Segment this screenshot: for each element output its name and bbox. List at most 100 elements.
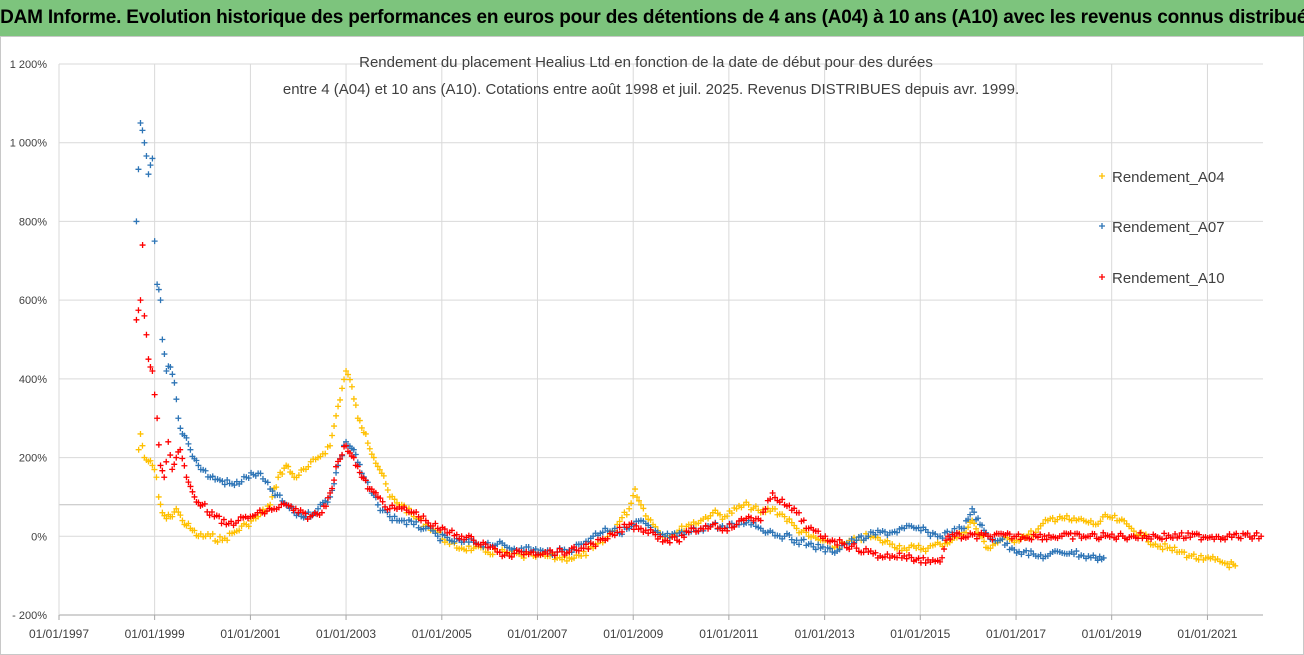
series-marker xyxy=(836,546,843,553)
series-marker xyxy=(728,510,735,517)
series-marker xyxy=(177,512,184,519)
series-marker xyxy=(896,550,903,557)
series-marker xyxy=(971,531,978,538)
series-marker xyxy=(276,492,283,499)
data-point xyxy=(769,489,776,496)
data-point xyxy=(154,281,161,288)
series-marker xyxy=(451,538,458,545)
series-marker xyxy=(1011,546,1018,553)
series-marker xyxy=(748,514,755,521)
data-point xyxy=(173,454,180,461)
data-point xyxy=(434,533,441,540)
series-marker xyxy=(341,376,348,383)
series-Rendement_A07 xyxy=(133,120,1107,564)
series-marker xyxy=(819,543,826,550)
series-marker xyxy=(208,508,215,515)
data-point xyxy=(327,442,334,449)
series-marker xyxy=(143,331,150,338)
series-marker xyxy=(1161,540,1168,547)
series-marker xyxy=(420,513,427,520)
series-marker xyxy=(236,527,243,534)
data-point xyxy=(161,474,168,481)
series-marker xyxy=(917,527,924,534)
chart-legend: Rendement_A04 Rendement_A07 Rendement_A10 xyxy=(1099,169,1225,287)
x-tick-label: 01/01/2007 xyxy=(507,627,567,641)
data-point xyxy=(163,367,170,374)
data-point xyxy=(865,533,872,540)
series-marker xyxy=(432,520,439,527)
data-point xyxy=(685,529,692,536)
series-marker xyxy=(1049,514,1056,521)
x-tick-label: 01/01/2005 xyxy=(412,627,472,641)
series-marker xyxy=(352,402,359,409)
series-marker xyxy=(927,533,934,540)
series-marker xyxy=(264,479,271,486)
series-marker xyxy=(224,477,231,484)
series-marker xyxy=(372,460,379,467)
series-marker xyxy=(161,351,168,358)
data-point xyxy=(853,545,860,552)
series-marker xyxy=(863,545,870,552)
series-marker xyxy=(147,162,154,169)
series-marker xyxy=(287,503,294,510)
data-point xyxy=(961,525,968,532)
x-tick-label: 01/01/2001 xyxy=(220,627,280,641)
data-point xyxy=(781,513,788,520)
data-point xyxy=(183,434,190,441)
series-marker xyxy=(800,536,807,543)
series-marker xyxy=(973,525,980,532)
series-marker xyxy=(245,523,252,530)
series-marker xyxy=(403,521,410,528)
series-marker xyxy=(532,546,539,553)
x-tick-label: 01/01/2015 xyxy=(890,627,950,641)
series-marker xyxy=(724,527,731,534)
series-marker xyxy=(967,511,974,518)
series-marker xyxy=(453,531,460,538)
series-marker xyxy=(922,548,929,555)
series-marker xyxy=(257,470,264,477)
series-marker xyxy=(159,467,166,474)
series-marker xyxy=(647,516,654,523)
series-marker xyxy=(884,551,891,558)
series-marker xyxy=(616,524,623,531)
x-tick-label: 01/01/2009 xyxy=(603,627,663,641)
series-marker xyxy=(1111,512,1118,519)
series-marker xyxy=(551,552,558,559)
series-marker xyxy=(364,440,371,447)
data-point xyxy=(149,155,156,162)
series-marker xyxy=(724,513,731,520)
series-marker xyxy=(1087,517,1094,524)
y-tick-label: 0% xyxy=(31,531,47,543)
data-point xyxy=(153,474,160,481)
series-marker xyxy=(380,472,387,479)
chart-frame: - 200% 0% 200% 400% 600% 800% 1 000% 1 200% 01/… xyxy=(0,36,1304,655)
series-marker xyxy=(939,554,946,561)
series-marker xyxy=(1226,564,1233,571)
x-tick-labels: 01/01/1997 01/01/1999 01/01/2001 01/01/2003… xyxy=(29,627,1238,641)
series-marker xyxy=(374,463,381,470)
data-point xyxy=(137,297,144,304)
series-marker xyxy=(827,545,834,552)
x-tick-label: 01/01/2003 xyxy=(316,627,376,641)
series-marker xyxy=(1158,536,1165,543)
data-point xyxy=(889,541,896,548)
series-marker xyxy=(585,545,592,552)
data-point xyxy=(343,442,350,449)
series-marker xyxy=(289,470,296,477)
series-marker xyxy=(894,529,901,536)
series-marker xyxy=(441,526,448,533)
data-point xyxy=(187,446,194,453)
series-marker xyxy=(987,545,994,552)
series-marker xyxy=(323,503,330,510)
chart-title-line-2: entre 4 (A04) et 10 ans (A10). Cotations… xyxy=(283,81,1019,98)
y-tick-labels: - 200% 0% 200% 400% 600% 800% 1 000% 1 200% xyxy=(10,59,48,622)
series-marker xyxy=(206,512,213,519)
series-marker xyxy=(604,535,611,542)
series-marker xyxy=(337,396,344,403)
series-marker xyxy=(329,432,336,439)
data-point xyxy=(470,537,477,544)
data-point xyxy=(155,493,162,500)
data-point xyxy=(165,438,172,445)
series-marker xyxy=(209,473,216,480)
series-marker xyxy=(1040,520,1047,527)
